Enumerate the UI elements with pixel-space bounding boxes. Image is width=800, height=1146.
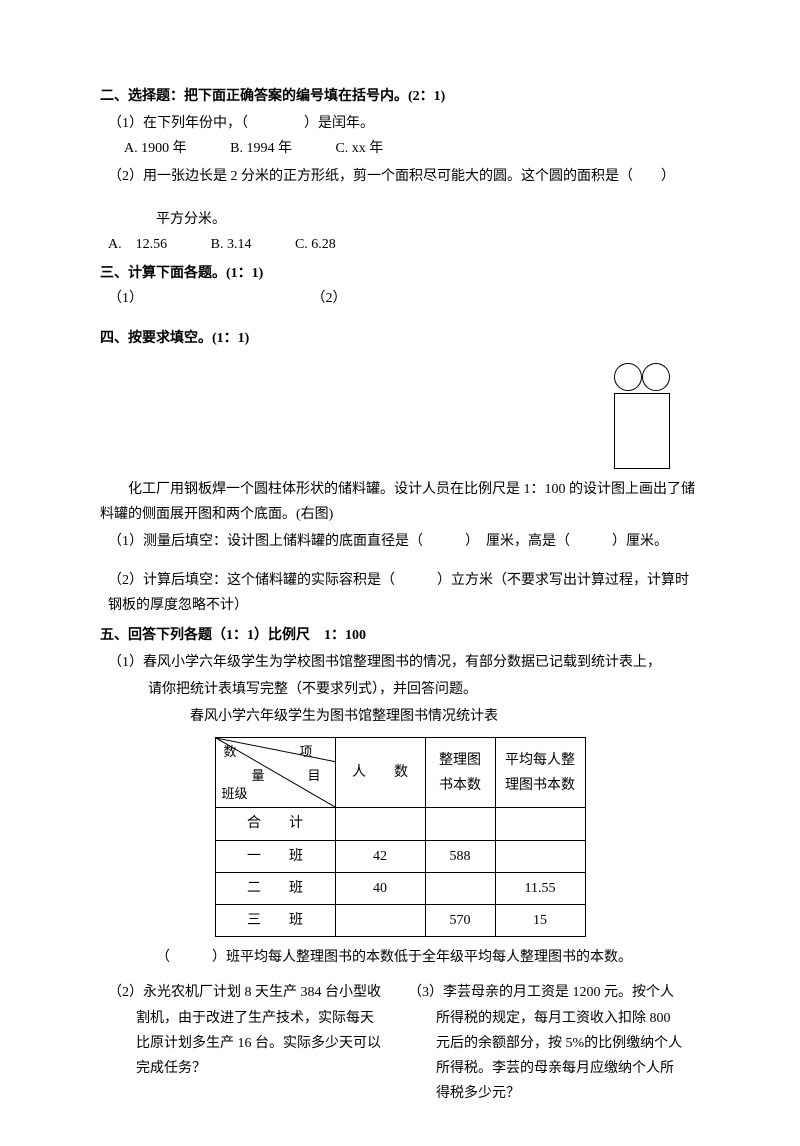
- cell: 15: [495, 904, 585, 936]
- q2-1-opt-a: A. 1900 年: [124, 136, 187, 161]
- diag-label-shu: 数: [224, 740, 237, 763]
- q2-2-opt-c: C. 6.28: [295, 232, 336, 257]
- cylinder-figure: [100, 363, 700, 469]
- table-header-row: 数 项 量 目 班级 人 数 整理图 书本数 平均每人整 理图书本数: [215, 738, 585, 808]
- s4-para1: 化工厂用钢板焊一个圆柱体形状的储料罐。设计人员在比例尺是 1：100 的设计图上…: [100, 477, 700, 527]
- diagonal-header: 数 项 量 目 班级: [215, 738, 335, 808]
- circle-icon: [642, 363, 670, 391]
- s4-q2: （2）计算后填空：这个储料罐的实际容积是（ ）立方米（不要求写出计算过程，计算时…: [100, 568, 700, 618]
- q2-2-opt-a: A. 12.56: [108, 232, 167, 257]
- header-people: 人 数: [335, 738, 425, 808]
- diag-label-xiang: 项: [299, 740, 312, 763]
- header-books-l1: 整理图: [432, 748, 489, 773]
- cell: 570: [425, 904, 495, 936]
- section-4-title: 四、按要求填空。(1：1): [100, 326, 700, 351]
- row-label: 合 计: [215, 808, 335, 840]
- table-row: 二 班 40 11.55: [215, 872, 585, 904]
- section-3-subs: （1） （2）: [100, 286, 700, 311]
- row-label: 三 班: [215, 904, 335, 936]
- q2-2-unit: 平方分米。: [100, 207, 700, 232]
- calc-1: （1）: [108, 286, 308, 311]
- s4-q1: （1）测量后填空：设计图上储料罐的底面直径是（ ） 厘米，高是（ ）厘米。: [100, 529, 700, 554]
- cell: [335, 904, 425, 936]
- q2-1-options: A. 1900 年 B. 1994 年 C. xx 年: [100, 136, 700, 161]
- cell: [495, 840, 585, 872]
- diag-label-banji: 班级: [222, 782, 248, 805]
- calc-2: （2）: [312, 286, 512, 311]
- q2-2-opt-b: B. 3.14: [211, 232, 252, 257]
- diag-label-mu: 目: [307, 764, 320, 787]
- table-row: 一 班 42 588: [215, 840, 585, 872]
- cell: [335, 808, 425, 840]
- s5-q1-l2: 请你把统计表填写完整（不要求列式），并回答问题。: [100, 677, 700, 702]
- cell: [425, 872, 495, 904]
- row-label: 二 班: [215, 872, 335, 904]
- header-avg-l2: 理图书本数: [502, 773, 579, 798]
- s5-q2: （2）永光农机厂计划 8 天生产 384 台小型收割机，由于改进了生产技术，实际…: [100, 980, 400, 1106]
- cell: [425, 808, 495, 840]
- circle-icon: [614, 363, 642, 391]
- q2-1-opt-c: C. xx 年: [335, 136, 383, 161]
- header-books-l2: 书本数: [432, 773, 489, 798]
- s5-q1-footer: （ ）班平均每人整理图书的本数低于全年级平均每人整理图书的本数。: [100, 945, 700, 970]
- q2-1-text: （1）在下列年份中，（ ）是闰年。: [100, 111, 700, 136]
- row-label: 一 班: [215, 840, 335, 872]
- header-avg-l1: 平均每人整: [502, 748, 579, 773]
- q2-2-text: （2）用一张边长是 2 分米的正方形纸，剪一个面积尽可能大的圆。这个圆的面积是（…: [100, 164, 700, 189]
- cell: 42: [335, 840, 425, 872]
- s5-table-title: 春风小学六年级学生为图书馆整理图书情况统计表: [100, 704, 700, 729]
- s5-q3: （3）李芸母亲的月工资是 1200 元。按个人所得税的规定，每月工资收入扣除 8…: [400, 980, 700, 1106]
- section-2-title: 二、选择题：把下面正确答案的编号填在括号内。(2：1): [100, 84, 700, 109]
- header-avg: 平均每人整 理图书本数: [495, 738, 585, 808]
- table-row: 三 班 570 15: [215, 904, 585, 936]
- cell: 11.55: [495, 872, 585, 904]
- stats-table: 数 项 量 目 班级 人 数 整理图 书本数 平均每人整 理图书本数 合 计 一: [215, 737, 586, 937]
- rectangle-icon: [614, 393, 670, 469]
- q2-2-options: A. 12.56 B. 3.14 C. 6.28: [100, 232, 700, 257]
- section-3-title: 三、计算下面各题。(1：1): [100, 261, 700, 286]
- q2-1-opt-b: B. 1994 年: [230, 136, 292, 161]
- header-books: 整理图 书本数: [425, 738, 495, 808]
- section-5-title: 五、回答下列各题（1：1）比例尺 1：100: [100, 623, 700, 648]
- diag-label-liang: 量: [252, 764, 265, 787]
- table-row: 合 计: [215, 808, 585, 840]
- cell: 588: [425, 840, 495, 872]
- s5-q1-l1: （1）春风小学六年级学生为学校图书馆整理图书的情况，有部分数据已记载到统计表上，: [100, 650, 700, 675]
- cell: [495, 808, 585, 840]
- cell: 40: [335, 872, 425, 904]
